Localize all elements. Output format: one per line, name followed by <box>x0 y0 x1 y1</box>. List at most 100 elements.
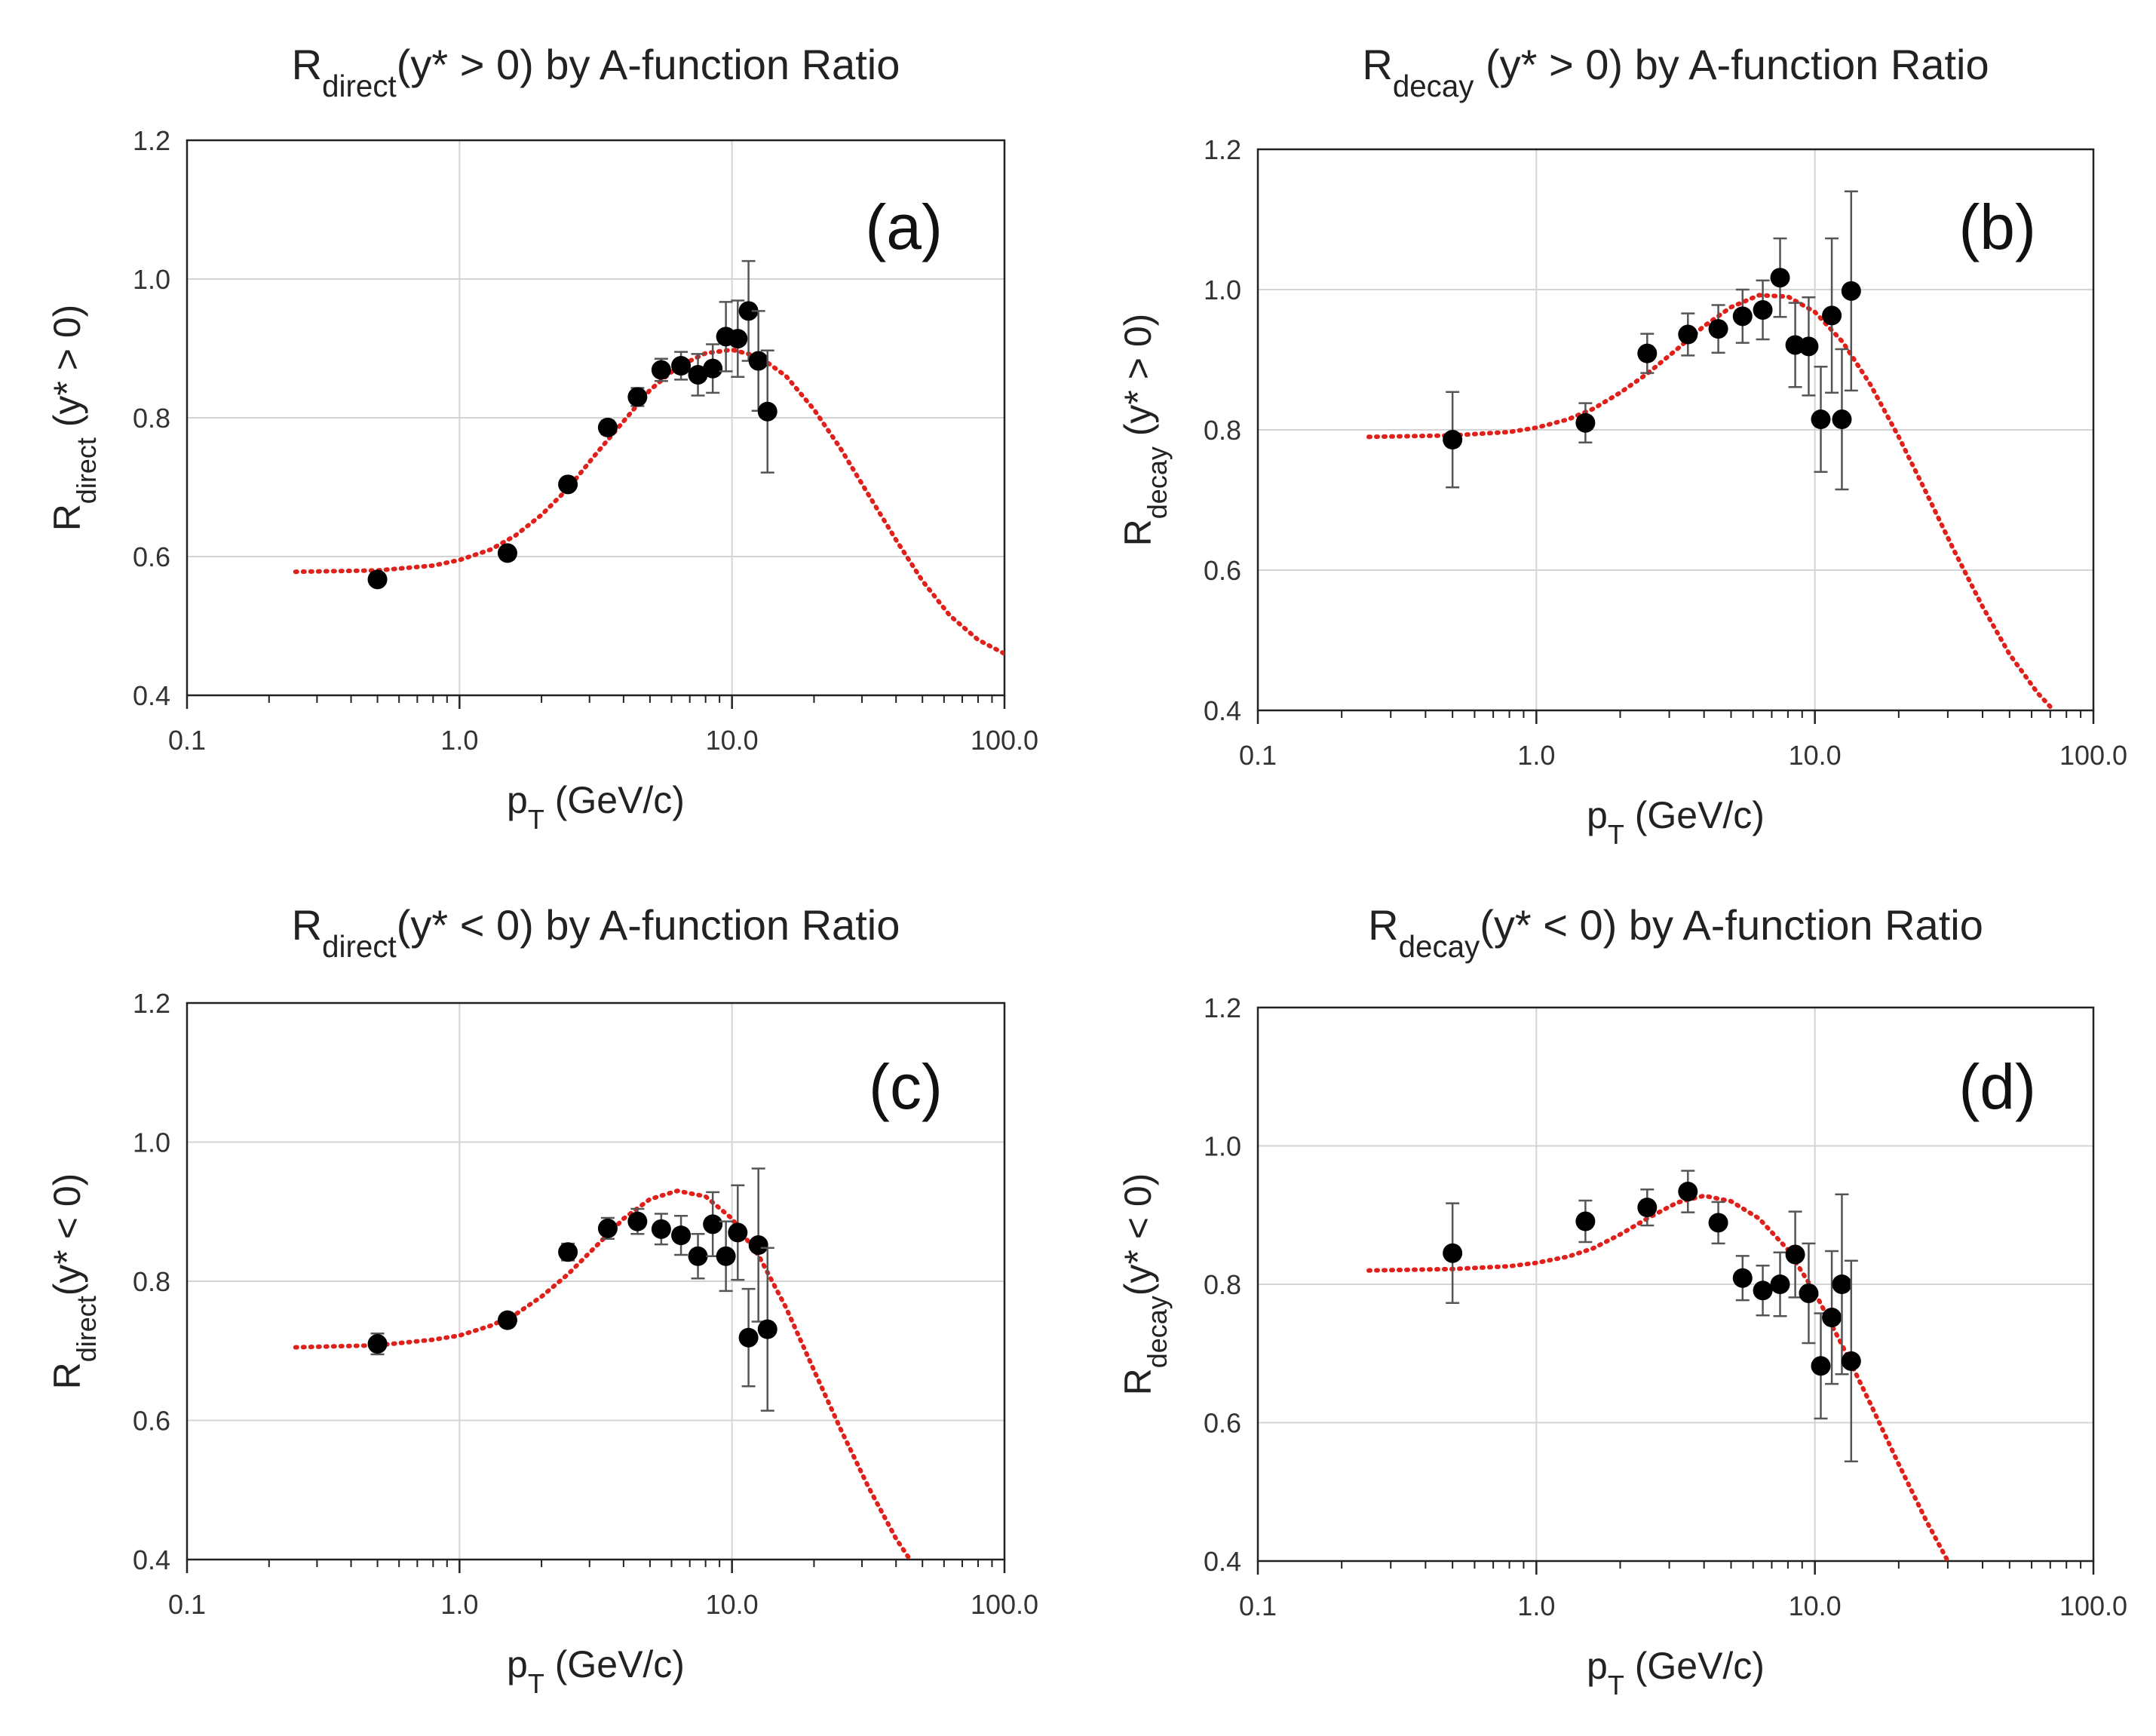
data-marker <box>1637 343 1658 363</box>
fit-curve <box>293 1189 912 1560</box>
data-point <box>1822 237 1842 394</box>
data-point <box>757 349 777 474</box>
data-marker <box>1443 1243 1463 1263</box>
y-axis-label-sub: direct <box>71 437 102 504</box>
data-point <box>1708 1201 1728 1245</box>
data-point <box>1732 1255 1753 1302</box>
data-point <box>748 1167 768 1323</box>
y-tick-label: 0.8 <box>133 403 170 434</box>
data-point <box>728 299 748 378</box>
data-point <box>627 1207 648 1235</box>
x-axis-label-main: p <box>1587 1645 1608 1687</box>
y-axis-label-main: R <box>46 504 88 531</box>
data-point <box>671 1215 692 1256</box>
x-tick-label: 0.1 <box>1239 740 1277 771</box>
data-marker <box>651 360 671 380</box>
plot-frame <box>1256 1006 2095 1563</box>
data-marker <box>1575 413 1596 433</box>
data-point <box>1841 190 1861 392</box>
data-marker <box>1732 1268 1753 1288</box>
panel-label: (d) <box>1958 1051 2036 1122</box>
data-marker <box>1832 409 1852 430</box>
x-tick-label: 0.1 <box>1239 1590 1277 1621</box>
data-marker <box>1678 1182 1698 1202</box>
data-point <box>1637 333 1658 374</box>
data-point <box>627 387 648 407</box>
x-tick-label: 100.0 <box>971 1589 1038 1620</box>
x-tick-label: 1.0 <box>440 1589 478 1620</box>
panel-d: 0.1 1.0 10.0 100.00.40.60.81.01.2Rdecay(y* … <box>1117 901 2127 1701</box>
data-point <box>757 1247 777 1412</box>
panel-label: (b) <box>1958 192 2036 262</box>
chart-title: Rdecay (y* > 0) by A-function Ratio <box>1362 41 1989 103</box>
y-tick-label: 1.2 <box>133 988 170 1019</box>
x-tick-label: 10.0 <box>1789 1590 1842 1621</box>
chart-title-rest: (y* > 0) by A-function Ratio <box>397 41 900 88</box>
data-marker <box>1841 281 1861 301</box>
y-tick-label: 0.4 <box>1204 1546 1241 1577</box>
data-marker <box>1708 319 1728 339</box>
data-point <box>367 569 388 590</box>
chart-title-main: R <box>1362 41 1392 88</box>
y-axis-label: Rdirect (y* > 0) <box>46 305 102 532</box>
x-tick-label: 10.0 <box>706 725 759 756</box>
x-tick-label: 10.0 <box>706 1589 759 1620</box>
chart-title: Rdirect(y* < 0) by A-function Ratio <box>292 901 900 964</box>
panel-label: (c) <box>869 1051 943 1122</box>
data-point <box>1811 1312 1831 1420</box>
data-marker <box>497 1310 517 1330</box>
data-marker <box>367 569 388 590</box>
data-point <box>497 543 517 563</box>
data-point <box>748 310 768 413</box>
data-point <box>688 1233 708 1280</box>
chart-title-rest: (y* > 0) by A-function Ratio <box>1474 41 1989 88</box>
chart-title-main: R <box>1368 901 1398 949</box>
y-tick-label: 1.2 <box>1204 992 1241 1023</box>
x-tick-label: 100.0 <box>2059 740 2127 771</box>
plot-frame <box>1256 148 2095 712</box>
chart-title-sub: decay <box>1399 929 1480 964</box>
data-marker <box>738 301 759 321</box>
y-tick-label: 0.6 <box>133 1406 170 1437</box>
data-marker <box>1841 1351 1861 1371</box>
data-marker <box>1678 324 1698 345</box>
data-marker <box>728 1222 748 1243</box>
plot-frame <box>186 1001 1006 1561</box>
data-point <box>1678 1170 1698 1213</box>
data-point <box>558 474 578 495</box>
panel-a: 0.1 1.0 10.0 100.00.40.60.81.01.2Rdirect(y*… <box>46 41 1038 835</box>
y-tick-label: 0.6 <box>1204 555 1241 586</box>
data-marker <box>1443 430 1463 450</box>
data-point <box>738 259 759 362</box>
data-marker <box>1799 1283 1819 1303</box>
data-marker <box>1575 1211 1596 1231</box>
data-marker <box>716 1246 736 1266</box>
data-marker <box>748 1235 768 1256</box>
x-axis-label-rest: (GeV/c) <box>544 779 685 821</box>
data-marker <box>1785 1244 1805 1265</box>
data-marker <box>1753 299 1773 320</box>
y-tick-label: 1.0 <box>1204 1131 1241 1162</box>
data-marker <box>1770 268 1790 288</box>
y-tick-label: 0.8 <box>1204 415 1241 446</box>
data-point <box>1575 402 1596 443</box>
data-point <box>1770 237 1790 318</box>
y-tick-label: 0.6 <box>1204 1408 1241 1439</box>
data-marker <box>728 329 748 349</box>
y-tick-label: 0.4 <box>1204 695 1241 726</box>
fit-curve <box>1366 1193 1950 1561</box>
data-marker <box>1811 1356 1831 1376</box>
data-point <box>1732 288 1753 344</box>
data-marker <box>748 351 768 371</box>
data-point <box>1841 1259 1861 1463</box>
data-point <box>651 357 671 382</box>
data-point <box>1832 1193 1852 1376</box>
x-axis-label-rest: (GeV/c) <box>544 1643 685 1685</box>
data-point <box>1753 1264 1773 1317</box>
x-tick-label: 10.0 <box>1789 740 1842 771</box>
y-tick-label: 0.4 <box>133 680 170 711</box>
data-point <box>1785 1210 1805 1299</box>
x-tick-label: 1.0 <box>1517 740 1555 771</box>
x-axis-label: pT (GeV/c) <box>507 1643 685 1699</box>
